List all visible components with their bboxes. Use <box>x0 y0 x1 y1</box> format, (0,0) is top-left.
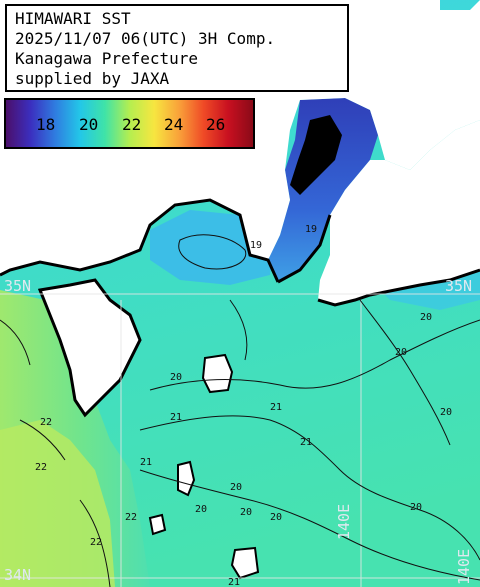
contour-label: 20 <box>195 504 207 515</box>
legend-label: 20 <box>79 115 99 134</box>
legend-label: 18 <box>36 115 56 134</box>
contour-label: 22 <box>35 462 47 473</box>
title-line-2: 2025/11/07 06(UTC) 3H Comp. <box>15 29 276 48</box>
title-line-4: supplied by JAXA <box>15 69 170 88</box>
graticule <box>0 293 480 587</box>
contour-label: 21 <box>228 577 240 587</box>
contour-label: 22 <box>40 417 52 428</box>
title-line-3: Kanagawa Prefecture <box>15 49 199 68</box>
contour-label: 22 <box>90 537 102 548</box>
no-data-bay <box>290 115 342 195</box>
contour-label: 20 <box>240 507 252 518</box>
contour-label: 21 <box>270 402 282 413</box>
legend-label: 24 <box>164 115 184 134</box>
lat-label-34n: 34N <box>4 566 32 584</box>
contour-label: 20 <box>420 312 432 323</box>
contour-label: 19 <box>250 240 262 251</box>
lat-label-35n-east: 35N <box>445 277 473 295</box>
contour-label: 19 <box>305 224 317 235</box>
contour-label: 20 <box>410 502 422 513</box>
color-legend: 18 20 22 24 26 <box>4 98 255 149</box>
contour-labels: 19 19 20 20 20 20 20 20 20 21 21 21 22 2… <box>35 224 452 587</box>
sst-contours <box>0 234 480 587</box>
title-line-1: HIMAWARI SST <box>15 9 131 28</box>
contour-label: 20 <box>270 512 282 523</box>
coastlines <box>0 198 480 418</box>
island-small-2 <box>148 513 167 536</box>
contour-label: 20 <box>230 482 242 493</box>
contour-label: 21 <box>140 457 152 468</box>
contour-label: 20 <box>440 407 452 418</box>
miura-boso-land <box>318 120 480 305</box>
legend-label: 26 <box>206 115 226 134</box>
island-small-1 <box>177 460 196 497</box>
legend-color-bar <box>6 100 253 147</box>
contour-label: 21 <box>300 437 312 448</box>
warmest-water-southwest <box>0 420 115 587</box>
lon-label-140e-edge: 140E <box>455 548 473 585</box>
island-small-3 <box>230 546 260 580</box>
lat-label-35n-west: 35N <box>4 277 32 295</box>
contour-label: 22 <box>125 512 137 523</box>
contour-label: 20 <box>395 347 407 358</box>
title-box: HIMAWARI SST 2025/11/07 06(UTC) 3H Comp.… <box>5 4 349 92</box>
contour-label: 21 <box>170 412 182 423</box>
tokyo-bay-water <box>268 98 378 282</box>
contour-label: 20 <box>170 372 182 383</box>
island-oshima <box>201 353 234 394</box>
legend-label: 22 <box>122 115 142 134</box>
lon-label-140e: 140E <box>335 503 353 540</box>
izu-peninsula <box>40 280 140 415</box>
